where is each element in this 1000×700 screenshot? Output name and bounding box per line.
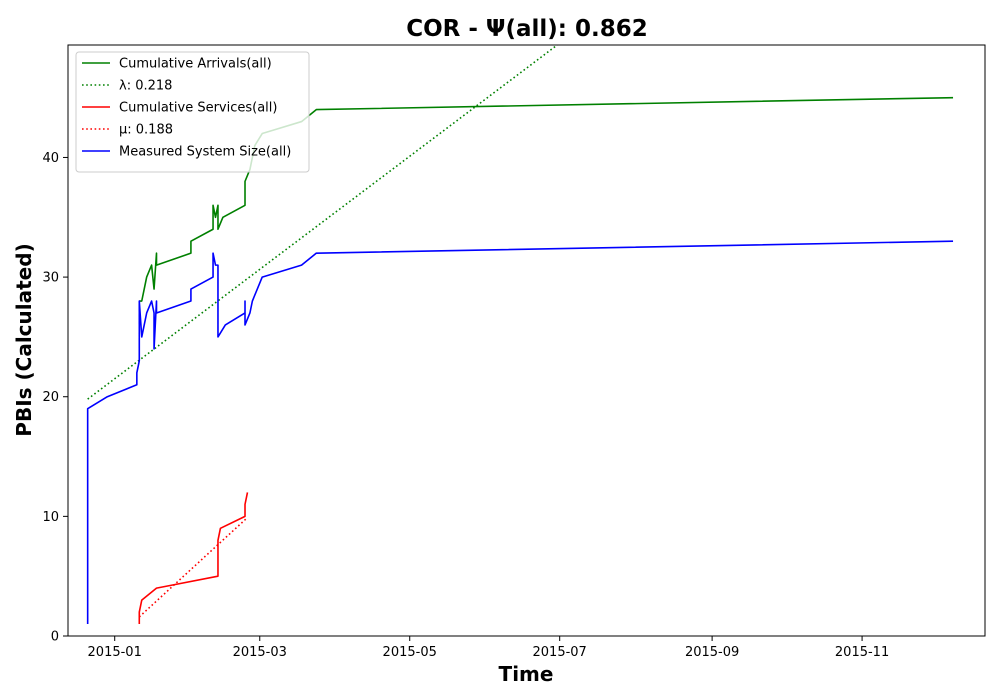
series-line-3	[138, 516, 249, 618]
chart-title: COR - Ψ(all): 0.862	[406, 16, 648, 42]
legend-entry-1: λ: 0.218	[119, 79, 172, 94]
legend-entry-0: Cumulative Arrivals(all)	[119, 57, 272, 72]
y-tick-label: 30	[42, 271, 59, 286]
legend: Cumulative Arrivals(all) λ: 0.218 Cumulati…	[75, 51, 310, 173]
x-tick-label: 2015-03	[233, 645, 287, 660]
series-line-1	[87, 45, 558, 400]
legend-entry-2: Cumulative Services(all)	[119, 101, 277, 116]
series-line-2	[138, 492, 249, 625]
y-tick-label: 0	[51, 630, 59, 645]
x-axis-label: Time	[499, 662, 554, 686]
y-tick-label: 40	[42, 151, 59, 166]
x-tick-label: 2015-09	[685, 645, 739, 660]
x-tick-label: 2015-01	[88, 645, 142, 660]
plot-frame	[67, 44, 986, 637]
legend-box	[75, 51, 310, 173]
legend-entry-3: μ: 0.188	[119, 123, 173, 138]
x-tick-label: 2015-05	[383, 645, 437, 660]
x-tick-label: 2015-07	[533, 645, 587, 660]
x-tick-label: 2015-11	[835, 645, 889, 660]
y-tick-label: 10	[42, 510, 59, 525]
legend-entry-4: Measured System Size(all)	[119, 145, 291, 160]
y-tick-label: 20	[42, 390, 59, 405]
y-axis-label: PBIs (Calculated)	[12, 243, 36, 436]
plot-area: 2015-01 2015-03 2015-05 2015-07 2015-09 2015-…	[42, 44, 986, 660]
series-line-4	[86, 240, 954, 625]
